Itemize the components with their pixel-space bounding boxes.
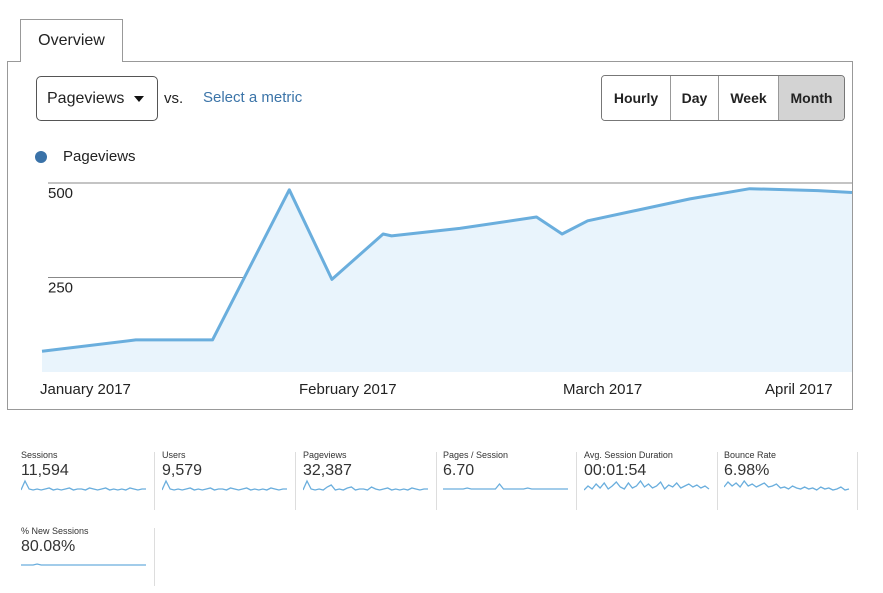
x-tick-label: March 2017 — [563, 381, 642, 398]
sparkline — [584, 479, 710, 491]
stat-divider — [717, 452, 718, 510]
tab-overview[interactable]: Overview — [20, 19, 123, 62]
week-button[interactable]: Week — [718, 76, 778, 120]
stat-card[interactable]: % New Sessions 80.08% — [21, 526, 151, 586]
x-tick-label: January 2017 — [40, 381, 131, 398]
stat-divider — [154, 528, 155, 586]
stat-card[interactable]: Pageviews 32,387 — [303, 450, 433, 510]
stat-value: 6.98% — [724, 462, 770, 479]
vs-label: vs. — [164, 90, 184, 107]
stat-label: Bounce Rate — [724, 450, 777, 460]
stat-value: 9,579 — [162, 462, 203, 479]
chart-legend: Pageviews — [35, 148, 136, 165]
month-button[interactable]: Month — [778, 76, 844, 120]
stat-value: 6.70 — [443, 462, 475, 479]
select-metric-link[interactable]: Select a metric — [203, 89, 303, 106]
sparkline — [162, 479, 287, 491]
sparkline — [21, 479, 146, 491]
stat-value: 00:01:54 — [584, 462, 647, 479]
stat-label: Users — [162, 450, 186, 460]
pageviews-chart: 250 500 January 2017 February 2017 March 20… — [40, 182, 853, 398]
stat-divider — [295, 452, 296, 510]
stat-label: Sessions — [21, 450, 58, 460]
stat-card[interactable]: Users 9,579 — [162, 450, 292, 510]
chart-labels: January 2017 February 2017 March 2017 April… — [40, 381, 833, 398]
y-tick-label: 500 — [48, 185, 73, 202]
metric-dropdown-value: Pageviews — [47, 89, 125, 107]
y-tick-label: 250 — [48, 280, 73, 297]
day-button[interactable]: Day — [670, 76, 718, 120]
metric-dropdown[interactable]: Pageviews — [36, 76, 158, 121]
sparkline — [21, 563, 146, 566]
sparkline — [303, 479, 428, 491]
series-line — [41, 187, 853, 353]
x-tick-label: April 2017 — [765, 381, 833, 398]
stat-card[interactable]: Pages / Session 6.70 — [443, 450, 573, 510]
legend-label: Pageviews — [63, 148, 136, 165]
stat-label: % New Sessions — [21, 526, 89, 536]
stat-card[interactable]: Sessions 11,594 — [21, 450, 151, 510]
granularity-button-group: Hourly Day Week Month — [601, 75, 845, 121]
sparkline — [724, 479, 850, 491]
stat-divider — [436, 452, 437, 510]
series-area — [42, 188, 852, 372]
stat-label: Pages / Session — [443, 450, 509, 460]
stat-card[interactable]: Bounce Rate 6.98% — [724, 450, 854, 510]
sparkline — [443, 482, 568, 490]
stat-value: 32,387 — [303, 462, 352, 479]
stat-card[interactable]: Avg. Session Duration 00:01:54 — [584, 450, 714, 510]
stat-label: Avg. Session Duration — [584, 450, 673, 460]
stat-label: Pageviews — [303, 450, 347, 460]
stat-value: 80.08% — [21, 538, 76, 555]
stat-divider — [576, 452, 577, 510]
stat-divider — [154, 452, 155, 510]
tab-overview-label: Overview — [38, 32, 105, 49]
legend-dot-icon — [35, 150, 47, 163]
stat-divider — [857, 452, 858, 510]
x-tick-label: February 2017 — [299, 381, 397, 398]
hourly-button[interactable]: Hourly — [602, 76, 670, 120]
caret-down-icon — [134, 96, 144, 102]
stat-value: 11,594 — [21, 462, 69, 479]
